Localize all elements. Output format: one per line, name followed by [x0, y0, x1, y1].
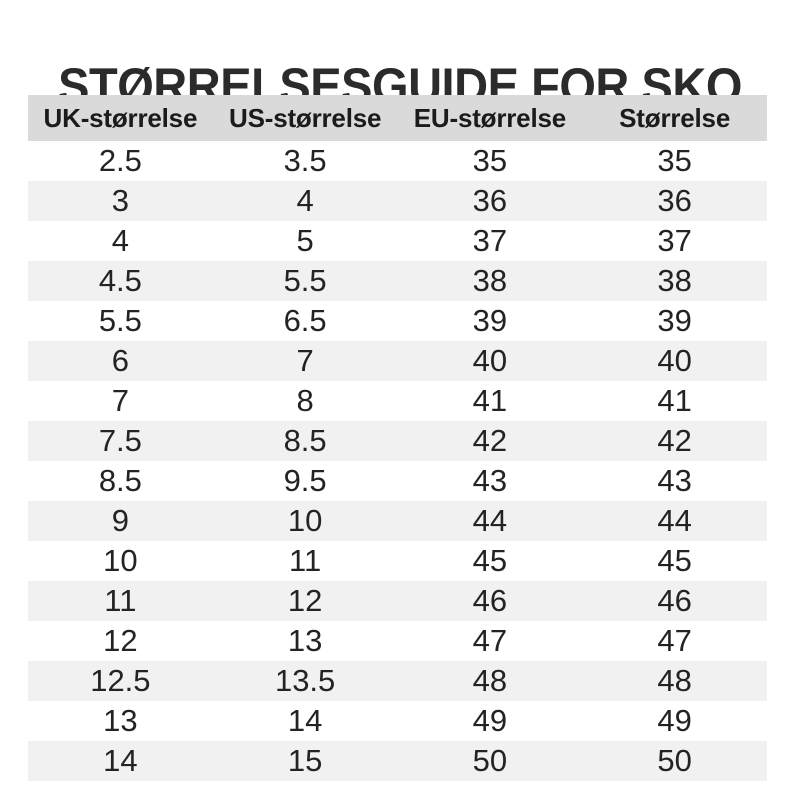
table-header: UK-størrelse US-størrelse EU-størrelse S…: [28, 95, 767, 141]
cell-eu-size: 50: [472, 743, 508, 778]
table-row: 10 11 45 45: [28, 541, 767, 581]
cell-uk-size: 9: [111, 503, 129, 538]
cell-size: 39: [657, 303, 692, 338]
cell-uk-size: 11: [104, 583, 137, 618]
cell-us-size: 5.5: [283, 263, 327, 298]
table-row: 12.5 13.5 48 48: [28, 661, 767, 701]
cell-eu-size: 45: [472, 543, 508, 578]
cell-size: 35: [657, 143, 692, 178]
table-row: 7 8 41 41: [28, 381, 767, 421]
shoe-size-table: UK-størrelse US-størrelse EU-størrelse S…: [28, 95, 767, 781]
cell-us-size: 8: [296, 383, 314, 418]
cell-us-size: 8.5: [283, 423, 327, 458]
table-row: 5.5 6.5 39 39: [28, 301, 767, 341]
cell-us-size: 6.5: [283, 303, 327, 338]
cell-size: 41: [657, 383, 692, 418]
cell-us-size: 4: [296, 183, 314, 218]
table-row: 6 7 40 40: [28, 341, 767, 381]
table-row: 8.5 9.5 43 43: [28, 461, 767, 501]
cell-eu-size: 43: [472, 463, 508, 498]
cell-uk-size: 6: [111, 343, 129, 378]
cell-size: 42: [657, 423, 692, 458]
cell-eu-size: 46: [472, 583, 508, 618]
table-row: 9 10 44 44: [28, 501, 767, 541]
table-row: 14 15 50 50: [28, 741, 767, 781]
column-header-eu: EU-størrelse: [413, 102, 566, 133]
cell-size: 38: [657, 263, 692, 298]
table-body: 2.5 3.5 35 35 3 4 36 36 4 5 37 37 4.5 5.5 38 38 5.5 6.5 39…: [28, 141, 767, 781]
cell-us-size: 13.5: [274, 663, 336, 698]
cell-eu-size: 39: [472, 303, 508, 338]
cell-uk-size: 12.5: [90, 663, 151, 698]
cell-uk-size: 5.5: [98, 303, 142, 338]
cell-eu-size: 44: [472, 503, 508, 538]
column-header-us: US-størrelse: [229, 102, 382, 133]
cell-uk-size: 14: [103, 743, 138, 778]
cell-uk-size: 10: [103, 543, 138, 578]
cell-eu-size: 42: [472, 423, 508, 458]
cell-uk-size: 8.5: [98, 463, 142, 498]
cell-uk-size: 4: [111, 223, 129, 258]
cell-us-size: 11: [289, 543, 322, 578]
cell-size: 45: [657, 543, 692, 578]
table-row: 7.5 8.5 42 42: [28, 421, 767, 461]
cell-us-size: 13: [287, 623, 323, 658]
cell-eu-size: 47: [472, 623, 508, 658]
cell-uk-size: 2.5: [98, 143, 142, 178]
table-row: 12 13 47 47: [28, 621, 767, 661]
cell-eu-size: 48: [472, 663, 508, 698]
cell-uk-size: 7.5: [98, 423, 142, 458]
table-header-row: UK-størrelse US-størrelse EU-størrelse S…: [28, 95, 767, 141]
cell-eu-size: 40: [472, 343, 508, 378]
cell-uk-size: 7: [111, 383, 129, 418]
cell-size: 37: [657, 223, 692, 258]
cell-size: 40: [657, 343, 692, 378]
cell-eu-size: 35: [472, 143, 508, 178]
cell-uk-size: 12: [103, 623, 138, 658]
cell-size: 48: [657, 663, 692, 698]
cell-us-size: 12: [287, 583, 323, 618]
cell-size: 50: [657, 743, 692, 778]
cell-size: 44: [657, 503, 692, 538]
cell-eu-size: 49: [472, 703, 508, 738]
cell-eu-size: 36: [472, 183, 508, 218]
table-row: 3 4 36 36: [28, 181, 767, 221]
cell-uk-size: 3: [111, 183, 129, 218]
cell-us-size: 10: [287, 503, 323, 538]
cell-us-size: 3.5: [283, 143, 327, 178]
cell-us-size: 14: [287, 703, 323, 738]
column-header-uk: UK-størrelse: [43, 102, 198, 133]
cell-eu-size: 41: [472, 383, 508, 418]
cell-us-size: 15: [287, 743, 323, 778]
cell-eu-size: 38: [472, 263, 508, 298]
table-row: 4.5 5.5 38 38: [28, 261, 767, 301]
cell-us-size: 7: [296, 343, 314, 378]
cell-size: 47: [657, 623, 692, 658]
table-row: 13 14 49 49: [28, 701, 767, 741]
cell-size: 46: [657, 583, 692, 618]
cell-us-size: 5: [296, 223, 314, 258]
column-header-size: Størrelse: [619, 102, 731, 133]
table-row: 11 12 46 46: [28, 581, 767, 621]
cell-size: 43: [657, 463, 692, 498]
cell-size: 49: [657, 703, 692, 738]
page-title: STØRRELSESGUIDE FOR SKO: [58, 57, 742, 114]
table-row: 4 5 37 37: [28, 221, 767, 261]
cell-us-size: 9.5: [283, 463, 327, 498]
cell-uk-size: 13: [103, 703, 138, 738]
cell-uk-size: 4.5: [98, 263, 142, 298]
cell-eu-size: 37: [472, 223, 508, 258]
table-row: 2.5 3.5 35 35: [28, 141, 767, 181]
cell-size: 36: [657, 183, 692, 218]
